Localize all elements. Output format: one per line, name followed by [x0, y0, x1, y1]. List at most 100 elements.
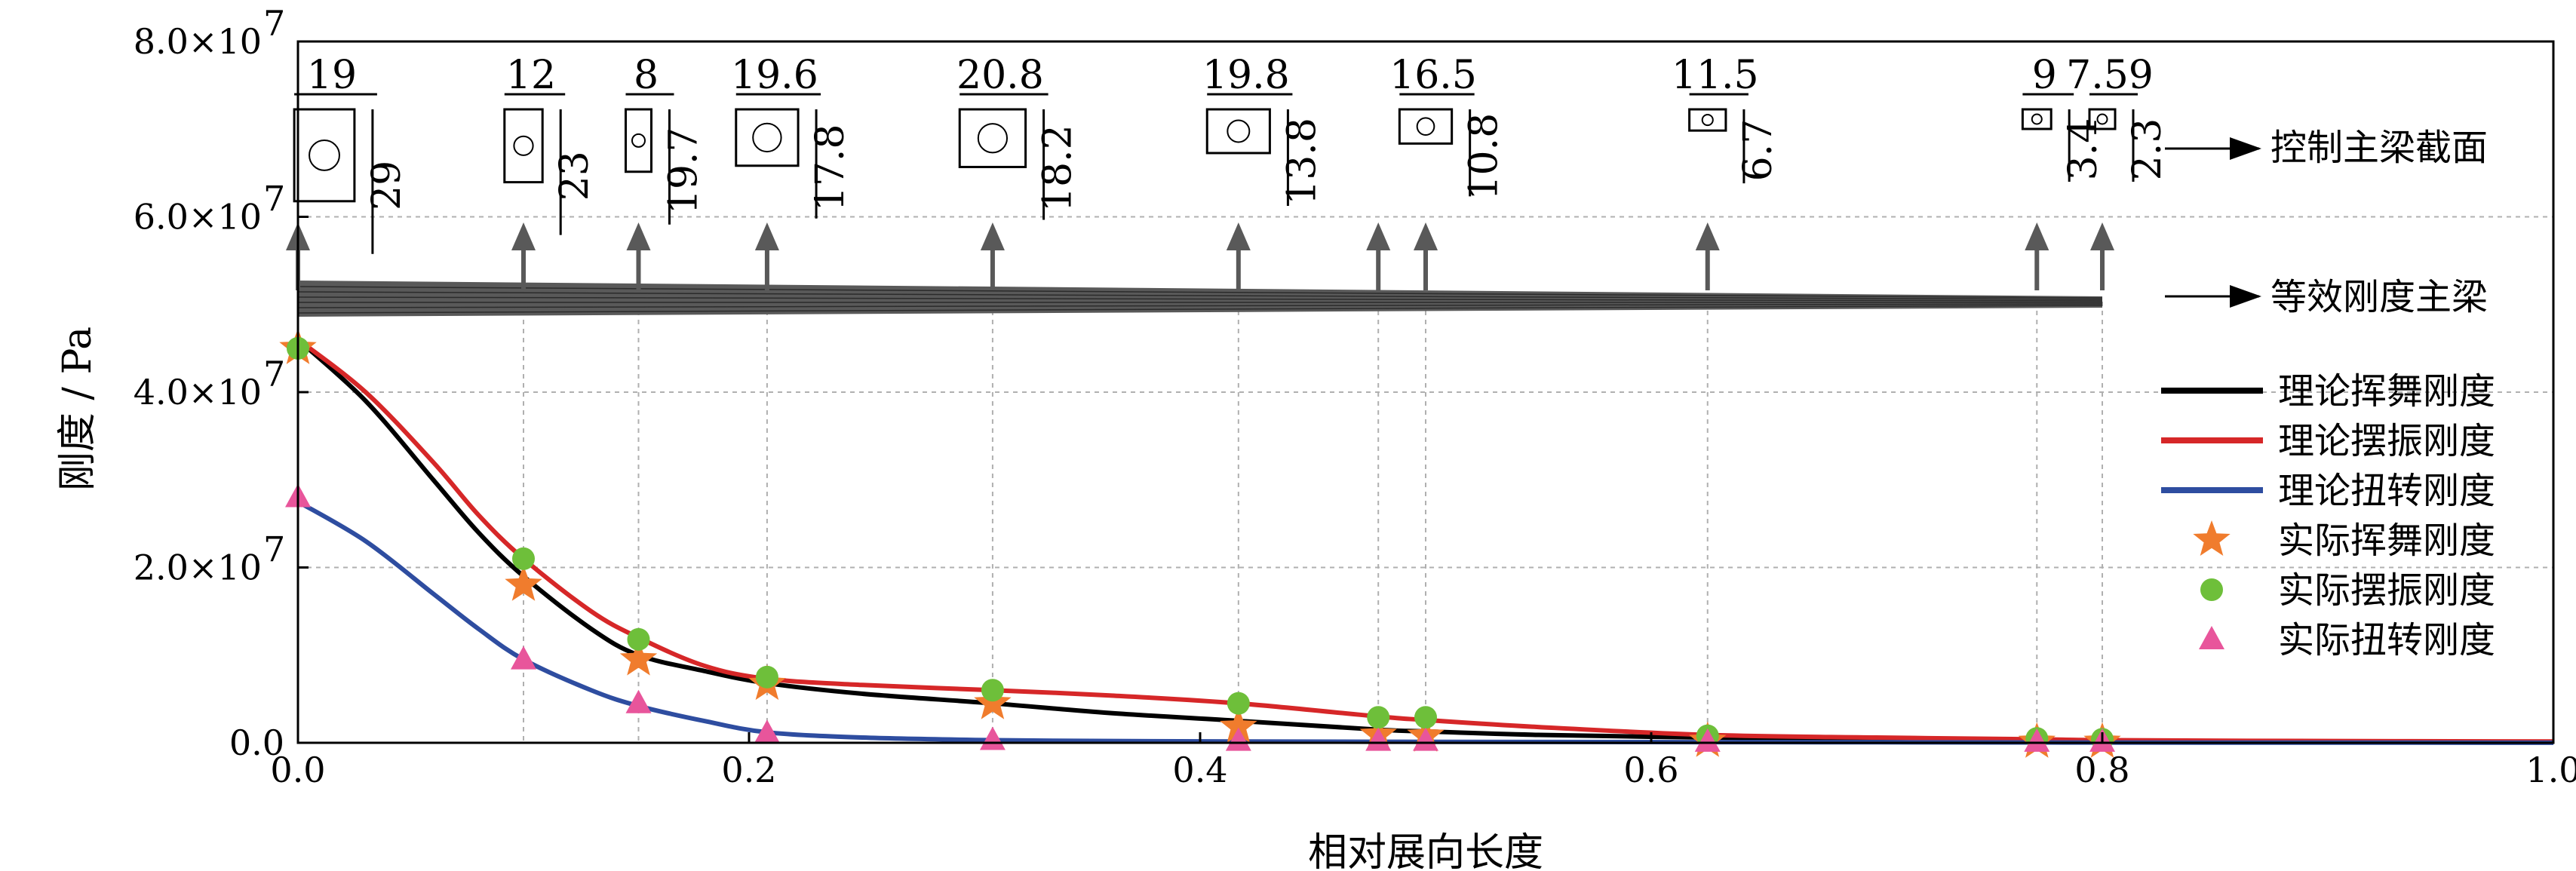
measured-point-circle	[627, 627, 650, 651]
y-tick-label: 4.0×10	[134, 372, 262, 412]
measured-point-triangle	[1365, 727, 1392, 751]
legend-marker-triangle	[2199, 626, 2224, 649]
measured-markers	[279, 328, 2121, 758]
section-arrow-head	[1226, 222, 1251, 250]
section-width-label: 20.8	[956, 53, 1044, 98]
section-outline	[2088, 108, 2117, 130]
y-tick-label: 6.0×10	[134, 197, 262, 238]
measured-point-circle	[1367, 706, 1390, 729]
legend-marker-circle	[2200, 578, 2223, 601]
y-tick-label: 0.0	[229, 722, 284, 763]
x-tick-label: 0.8	[2074, 750, 2129, 790]
section-spar-circle	[977, 123, 1009, 154]
section-height-label: 2.3	[2125, 118, 2170, 181]
section-outline	[958, 108, 1027, 168]
legend-label: 实际挥舞刚度	[2278, 520, 2495, 562]
section-spar-circle	[513, 135, 534, 156]
legend-label: 理论扭转刚度	[2278, 470, 2495, 512]
legend-label: 实际扭转刚度	[2278, 619, 2495, 661]
measured-point-star	[619, 639, 658, 676]
measured-point-triangle	[511, 646, 536, 670]
measured-point-triangle	[1694, 728, 1721, 752]
beam-hatch	[297, 291, 2103, 300]
section-width-label: 8	[634, 53, 659, 98]
right-annotations: 控制主梁截面 等效刚度主梁	[2165, 127, 2488, 318]
measured-point-circle	[755, 665, 778, 689]
section-width-label: 9	[2032, 53, 2057, 98]
section-spar-circle	[2031, 113, 2043, 125]
section-outline	[1398, 108, 1454, 145]
measured-point-star	[505, 565, 542, 601]
section-spar-circle	[2096, 113, 2108, 125]
section-arrow-head	[1366, 222, 1391, 250]
x-tick-label: 0.4	[1172, 750, 1227, 790]
legend-label: 实际摆振刚度	[2278, 569, 2495, 612]
measured-point-circle	[1227, 692, 1250, 715]
beam-hatch	[297, 296, 2103, 302]
section-arrow-head	[2025, 222, 2049, 250]
section-width-label: 19	[307, 53, 357, 98]
legend-label: 理论挥舞刚度	[2278, 370, 2495, 412]
measured-point-triangle	[1413, 727, 1438, 751]
measured-point-circle	[512, 547, 535, 570]
cross-sections: 19 29 12 23 819.7 19.6 17.8 20.8 18.2 19.8 13.8 16.…	[293, 53, 2170, 254]
y-tick-label: 2.0×10	[134, 547, 262, 588]
measured-point-triangle	[625, 689, 652, 713]
y-tick-exponent: 7	[263, 179, 285, 219]
section-arrow-head	[754, 222, 779, 250]
section-width-label: 11.5	[1672, 53, 1759, 98]
section-outline	[1688, 108, 1727, 132]
beam-hatch	[297, 303, 2103, 308]
x-axis-label: 相对展向长度	[1308, 830, 1543, 871]
section-height-label: 17.8	[808, 124, 853, 211]
measured-point-triangle	[979, 726, 1006, 750]
y-tick-exponent: 7	[263, 529, 285, 570]
y-axis-label: 刚度 / Pa	[55, 327, 100, 491]
section-width-label: 7.59	[2066, 53, 2154, 98]
section-outline	[503, 108, 544, 184]
section-height-label: 29	[364, 161, 410, 210]
section-spar-circle	[309, 139, 340, 171]
legend-marker-star	[2193, 520, 2231, 556]
x-tick-label: 0.0	[270, 750, 325, 790]
section-outline	[293, 108, 356, 203]
measured-point-triangle	[1225, 727, 1251, 751]
section-outline	[735, 108, 800, 167]
section-width-label: 19.6	[731, 53, 818, 98]
y-tick-exponent: 7	[263, 3, 285, 44]
section-arrow-head	[1695, 222, 1720, 250]
beam-hatch	[297, 286, 2103, 299]
section-width-label: 12	[506, 53, 556, 98]
section-height-label: 13.8	[1279, 118, 1325, 205]
grid-lines	[298, 216, 2553, 743]
section-height-label: 23	[552, 151, 597, 201]
section-height-label: 10.8	[1462, 113, 1507, 201]
measured-point-triangle	[754, 719, 780, 744]
section-arrow-head	[511, 222, 536, 250]
measured-point-star	[1220, 707, 1257, 744]
y-tick-label: 8.0×10	[134, 21, 262, 62]
section-arrow-head	[626, 222, 651, 250]
measured-point-circle	[1414, 706, 1437, 729]
x-tick-label: 0.2	[721, 750, 776, 790]
section-arrow-head	[1414, 222, 1438, 250]
section-arrows	[286, 222, 2114, 290]
beam-label: 等效刚度主梁	[2271, 276, 2488, 318]
measured-point-triangle	[2024, 728, 2050, 752]
measured-point-circle	[981, 679, 1004, 702]
section-outline	[2021, 108, 2053, 130]
equivalent-beam	[297, 281, 2103, 317]
axis-ticks: 0.0 0.2 0.4 0.6 0.8 1.00.02.0×10 74.0×10 76.0×1…	[134, 3, 2576, 790]
x-tick-label: 0.6	[1623, 750, 1678, 790]
section-spar-circle	[752, 122, 782, 153]
section-label: 控制主梁截面	[2271, 127, 2488, 169]
section-height-label: 19.7	[661, 127, 706, 214]
y-tick-exponent: 7	[263, 354, 285, 394]
legend-label: 理论摆振刚度	[2278, 420, 2495, 462]
section-spar-circle	[1227, 119, 1251, 143]
section-width-label: 16.5	[1389, 53, 1477, 98]
section-arrow-head	[2090, 222, 2114, 250]
section-width-label: 19.8	[1202, 53, 1290, 98]
